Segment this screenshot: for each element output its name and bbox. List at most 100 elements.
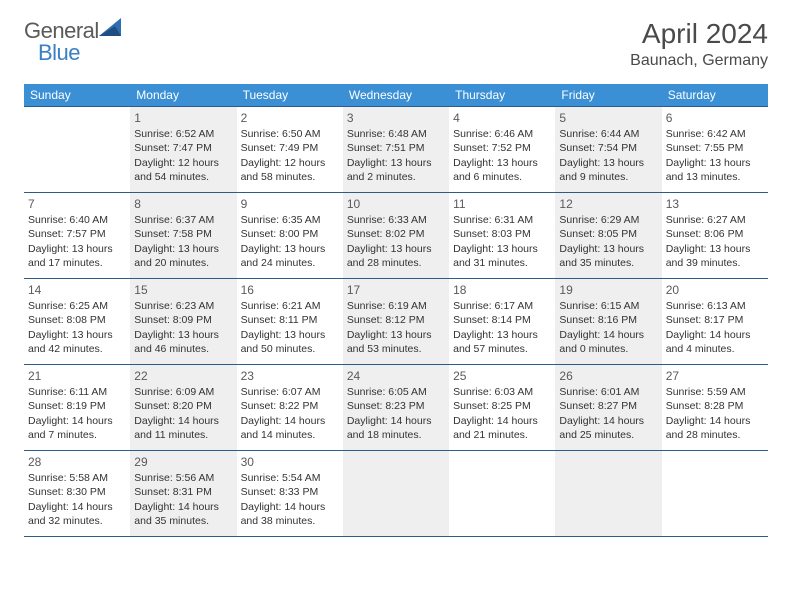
- location-subtitle: Baunach, Germany: [630, 52, 768, 70]
- daylight-text: Daylight: 13 hours: [666, 242, 764, 256]
- calendar-cell: 6Sunrise: 6:42 AMSunset: 7:55 PMDaylight…: [662, 107, 768, 193]
- daylight-text: Daylight: 14 hours: [559, 328, 657, 342]
- calendar-cell: 25Sunrise: 6:03 AMSunset: 8:25 PMDayligh…: [449, 365, 555, 451]
- day-header: Tuesday: [237, 84, 343, 107]
- calendar-cell: 22Sunrise: 6:09 AMSunset: 8:20 PMDayligh…: [130, 365, 236, 451]
- calendar-cell: 7Sunrise: 6:40 AMSunset: 7:57 PMDaylight…: [24, 193, 130, 279]
- sunrise-text: Sunrise: 6:09 AM: [134, 385, 232, 399]
- daylight-text: and 13 minutes.: [666, 170, 764, 184]
- daylight-text: Daylight: 13 hours: [666, 156, 764, 170]
- calendar-cell: [24, 107, 130, 193]
- sunset-text: Sunset: 7:58 PM: [134, 227, 232, 241]
- logo-text-blue: Blue: [38, 40, 80, 65]
- sunset-text: Sunset: 7:54 PM: [559, 141, 657, 155]
- sunset-text: Sunset: 8:25 PM: [453, 399, 551, 413]
- page-title: April 2024: [630, 18, 768, 50]
- daylight-text: and 17 minutes.: [28, 256, 126, 270]
- daylight-text: and 28 minutes.: [347, 256, 445, 270]
- day-number: 15: [134, 282, 232, 298]
- sunset-text: Sunset: 7:55 PM: [666, 141, 764, 155]
- daylight-text: Daylight: 13 hours: [559, 242, 657, 256]
- sunset-text: Sunset: 8:19 PM: [28, 399, 126, 413]
- daylight-text: and 4 minutes.: [666, 342, 764, 356]
- daylight-text: Daylight: 13 hours: [453, 156, 551, 170]
- daylight-text: and 18 minutes.: [347, 428, 445, 442]
- day-number: 26: [559, 368, 657, 384]
- calendar-cell: 14Sunrise: 6:25 AMSunset: 8:08 PMDayligh…: [24, 279, 130, 365]
- day-header: Thursday: [449, 84, 555, 107]
- day-number: 5: [559, 110, 657, 126]
- daylight-text: and 57 minutes.: [453, 342, 551, 356]
- calendar-cell: 3Sunrise: 6:48 AMSunset: 7:51 PMDaylight…: [343, 107, 449, 193]
- daylight-text: Daylight: 14 hours: [347, 414, 445, 428]
- sunrise-text: Sunrise: 6:03 AM: [453, 385, 551, 399]
- day-number: 25: [453, 368, 551, 384]
- daylight-text: and 9 minutes.: [559, 170, 657, 184]
- daylight-text: and 31 minutes.: [453, 256, 551, 270]
- daylight-text: Daylight: 14 hours: [559, 414, 657, 428]
- calendar-body: 1Sunrise: 6:52 AMSunset: 7:47 PMDaylight…: [24, 107, 768, 537]
- daylight-text: and 28 minutes.: [666, 428, 764, 442]
- calendar-cell: 5Sunrise: 6:44 AMSunset: 7:54 PMDaylight…: [555, 107, 661, 193]
- daylight-text: and 35 minutes.: [559, 256, 657, 270]
- sunrise-text: Sunrise: 6:48 AM: [347, 127, 445, 141]
- daylight-text: and 58 minutes.: [241, 170, 339, 184]
- sunrise-text: Sunrise: 6:33 AM: [347, 213, 445, 227]
- daylight-text: and 50 minutes.: [241, 342, 339, 356]
- calendar-cell: 16Sunrise: 6:21 AMSunset: 8:11 PMDayligh…: [237, 279, 343, 365]
- daylight-text: Daylight: 13 hours: [241, 242, 339, 256]
- sunrise-text: Sunrise: 6:35 AM: [241, 213, 339, 227]
- daylight-text: Daylight: 12 hours: [134, 156, 232, 170]
- day-number: 10: [347, 196, 445, 212]
- sunrise-text: Sunrise: 6:50 AM: [241, 127, 339, 141]
- daylight-text: and 54 minutes.: [134, 170, 232, 184]
- sunset-text: Sunset: 8:20 PM: [134, 399, 232, 413]
- sunrise-text: Sunrise: 6:29 AM: [559, 213, 657, 227]
- sunset-text: Sunset: 8:27 PM: [559, 399, 657, 413]
- daylight-text: Daylight: 14 hours: [241, 414, 339, 428]
- day-number: 14: [28, 282, 126, 298]
- sunrise-text: Sunrise: 6:21 AM: [241, 299, 339, 313]
- day-number: 7: [28, 196, 126, 212]
- daylight-text: and 24 minutes.: [241, 256, 339, 270]
- calendar-cell: 2Sunrise: 6:50 AMSunset: 7:49 PMDaylight…: [237, 107, 343, 193]
- sunset-text: Sunset: 7:51 PM: [347, 141, 445, 155]
- daylight-text: Daylight: 12 hours: [241, 156, 339, 170]
- sunset-text: Sunset: 8:00 PM: [241, 227, 339, 241]
- sunset-text: Sunset: 7:52 PM: [453, 141, 551, 155]
- sunset-text: Sunset: 8:05 PM: [559, 227, 657, 241]
- day-number: 21: [28, 368, 126, 384]
- sunrise-text: Sunrise: 5:54 AM: [241, 471, 339, 485]
- calendar-cell: 12Sunrise: 6:29 AMSunset: 8:05 PMDayligh…: [555, 193, 661, 279]
- day-number: 24: [347, 368, 445, 384]
- sunset-text: Sunset: 8:22 PM: [241, 399, 339, 413]
- day-number: 23: [241, 368, 339, 384]
- calendar-head: SundayMondayTuesdayWednesdayThursdayFrid…: [24, 84, 768, 107]
- sunset-text: Sunset: 8:12 PM: [347, 313, 445, 327]
- sunrise-text: Sunrise: 6:07 AM: [241, 385, 339, 399]
- title-block: April 2024 Baunach, Germany: [630, 18, 768, 70]
- day-number: 8: [134, 196, 232, 212]
- day-number: 17: [347, 282, 445, 298]
- calendar-cell: 4Sunrise: 6:46 AMSunset: 7:52 PMDaylight…: [449, 107, 555, 193]
- day-number: 6: [666, 110, 764, 126]
- sunrise-text: Sunrise: 6:46 AM: [453, 127, 551, 141]
- sunrise-text: Sunrise: 5:56 AM: [134, 471, 232, 485]
- sunset-text: Sunset: 8:08 PM: [28, 313, 126, 327]
- day-number: 28: [28, 454, 126, 470]
- sunset-text: Sunset: 7:49 PM: [241, 141, 339, 155]
- sunrise-text: Sunrise: 6:31 AM: [453, 213, 551, 227]
- calendar-week-row: 28Sunrise: 5:58 AMSunset: 8:30 PMDayligh…: [24, 451, 768, 537]
- logo-text-blue-wrap: Blue: [38, 40, 80, 66]
- daylight-text: and 35 minutes.: [134, 514, 232, 528]
- sunset-text: Sunset: 8:31 PM: [134, 485, 232, 499]
- daylight-text: Daylight: 13 hours: [453, 242, 551, 256]
- calendar-cell: 13Sunrise: 6:27 AMSunset: 8:06 PMDayligh…: [662, 193, 768, 279]
- daylight-text: Daylight: 13 hours: [347, 156, 445, 170]
- sunset-text: Sunset: 8:06 PM: [666, 227, 764, 241]
- daylight-text: Daylight: 13 hours: [559, 156, 657, 170]
- day-header: Saturday: [662, 84, 768, 107]
- daylight-text: Daylight: 13 hours: [241, 328, 339, 342]
- day-number: 3: [347, 110, 445, 126]
- sunset-text: Sunset: 8:23 PM: [347, 399, 445, 413]
